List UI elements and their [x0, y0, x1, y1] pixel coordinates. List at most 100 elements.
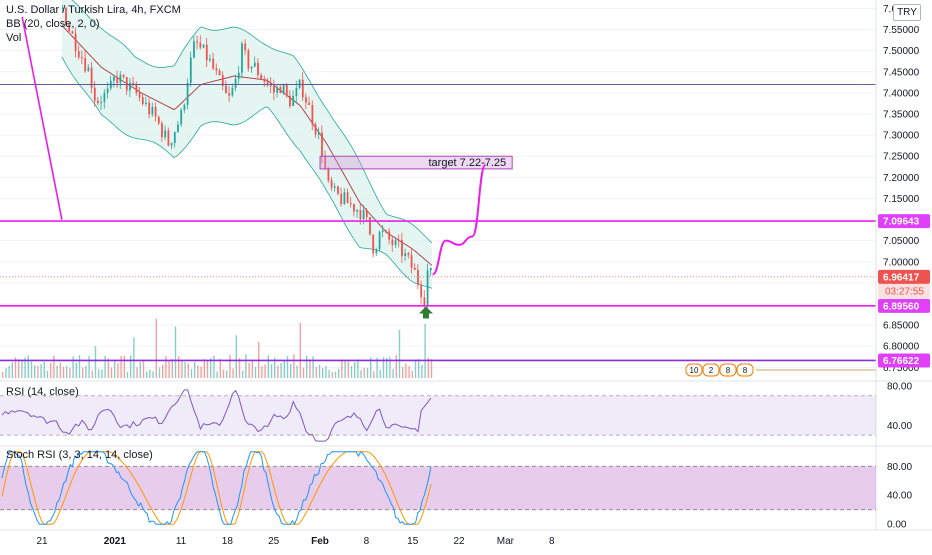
bollinger-lower-line	[61, 56, 433, 289]
event-badge-label: 2	[709, 366, 714, 375]
event-badge-label: 8	[743, 366, 748, 375]
stoch-pane-label[interactable]: Stoch RSI (3, 3, 14, 14, close)	[6, 449, 153, 461]
volume-bar	[360, 370, 362, 378]
volume-bar	[232, 368, 234, 378]
stoch-tick-label: 40.00	[887, 491, 912, 502]
rsi-pane-label[interactable]: RSI (14, close)	[6, 386, 79, 398]
volume-bar	[120, 356, 122, 378]
volume-bar	[46, 370, 49, 378]
candle-body	[90, 67, 93, 88]
event-badge	[685, 363, 703, 377]
bollinger-upper-line	[71, 0, 433, 244]
volume-bar	[162, 364, 164, 378]
candle-body	[87, 67, 90, 72]
candle-body	[420, 284, 423, 298]
volume-bar	[226, 370, 228, 378]
rsi-line	[1, 389, 432, 442]
time-tick-label: 25	[268, 536, 280, 547]
volume-bar	[101, 369, 103, 378]
volume-bar	[242, 370, 244, 378]
candle-body	[257, 62, 259, 75]
candle-body	[113, 76, 115, 81]
candle-body	[221, 75, 224, 86]
countdown-label: 03:27:55	[885, 286, 924, 297]
volume-bar	[14, 357, 17, 378]
bb-legend[interactable]: BB (20, close, 2, 0)	[6, 18, 100, 30]
price-tick-label: 7.20000	[883, 173, 920, 184]
volume-bar	[318, 364, 321, 378]
candle-body	[151, 106, 154, 115]
candle-body	[289, 95, 291, 107]
volume-bar	[78, 355, 81, 378]
symbol-title[interactable]: U.S. Dollar / Turkish Lira, 4h, FXCM	[6, 4, 181, 16]
volume-bar	[264, 364, 266, 378]
countdown-bg	[878, 283, 930, 298]
volume-bar	[405, 363, 407, 378]
volume-bar	[82, 367, 84, 378]
volume-bar	[283, 360, 285, 378]
volume-bar	[261, 366, 263, 378]
candle-body	[196, 41, 199, 43]
volume-bar	[274, 357, 276, 378]
rsi-tick-label: 80.00	[887, 381, 912, 392]
volume-bar	[203, 359, 205, 378]
volume-bar	[382, 357, 385, 378]
candle-body	[215, 68, 218, 71]
rsi-band	[0, 395, 876, 436]
price-tick-label: 7.05000	[883, 236, 920, 247]
volume-bar	[98, 369, 100, 378]
price-tick-label: 6.75000	[883, 363, 920, 374]
candle-body	[106, 88, 109, 93]
candle-body	[276, 87, 279, 93]
candle-body	[173, 132, 176, 143]
volume-bar	[8, 366, 10, 378]
candle-body	[228, 93, 231, 96]
bollinger-basis-line	[61, 24, 433, 266]
volume-bar	[392, 369, 394, 378]
candle-body	[241, 43, 243, 73]
volume-bar	[114, 360, 116, 378]
stoch-tick-label: 80.00	[887, 462, 912, 473]
volume-bar	[181, 360, 183, 378]
vol-legend[interactable]: Vol	[6, 32, 22, 44]
volume-bar	[350, 366, 353, 378]
price-tick-label: 7.40000	[883, 88, 920, 99]
volume-bar	[88, 356, 90, 378]
price-tick-label: 7.45000	[883, 67, 920, 78]
candle-body	[180, 109, 183, 125]
volume-bar	[75, 362, 77, 378]
price-tick-label: 7.25000	[883, 152, 920, 163]
volume-bar	[184, 362, 186, 378]
volume-bar	[216, 371, 218, 378]
candle-body	[266, 82, 269, 84]
volume-bar	[43, 362, 45, 378]
candle-body	[295, 88, 298, 96]
candle-body	[381, 230, 384, 232]
volume-bar	[59, 362, 61, 378]
candle-body	[327, 168, 330, 181]
candle-body	[157, 116, 160, 124]
price-tick-label: 6.85000	[883, 321, 920, 332]
candle-body	[61, 7, 64, 9]
volume-bar	[302, 367, 305, 378]
time-tick-label: Feb	[311, 536, 329, 547]
rsi-tick-label: 40.00	[887, 421, 912, 432]
candle-body	[330, 180, 333, 188]
candle-body	[84, 58, 87, 72]
volume-bar	[334, 371, 337, 378]
time-tick-label: 15	[407, 536, 419, 547]
time-tick-label: 11	[176, 536, 187, 547]
currency-badge[interactable]: TRY	[893, 4, 921, 21]
volume-bar	[338, 368, 340, 378]
candle-body	[423, 297, 426, 306]
volume-bar	[37, 366, 39, 378]
candle-body	[308, 102, 311, 105]
volume-bar	[200, 366, 202, 378]
volume-bar	[194, 361, 196, 378]
candle-body	[298, 79, 301, 88]
event-badge	[736, 363, 754, 377]
volume-bar	[85, 366, 87, 378]
price-tick-label: 7.15000	[883, 194, 920, 205]
